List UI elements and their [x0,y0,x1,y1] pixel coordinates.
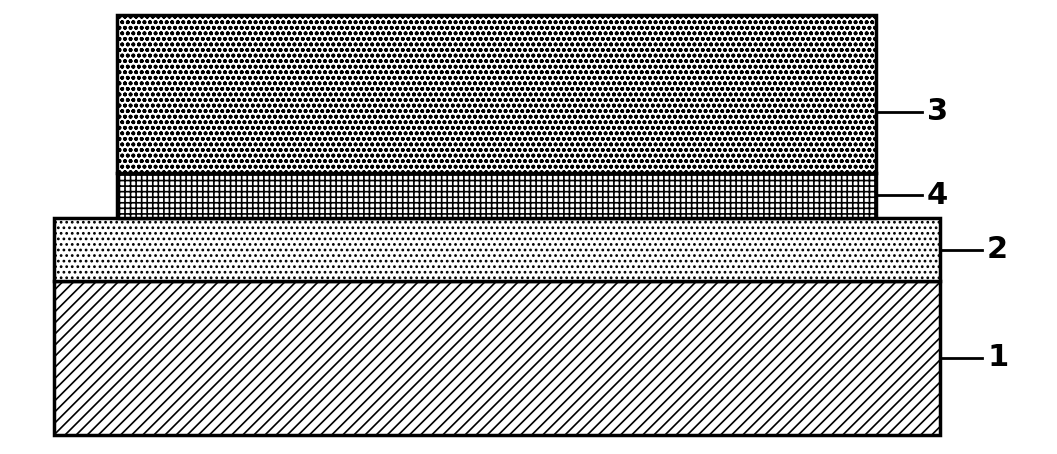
Text: 2: 2 [987,235,1008,264]
Bar [54,281,940,434]
Text: 3: 3 [927,98,948,126]
Text: 1: 1 [987,343,1008,372]
Text: 4: 4 [927,181,948,210]
Bar [117,15,876,173]
Bar [117,173,876,218]
Bar [54,218,940,281]
